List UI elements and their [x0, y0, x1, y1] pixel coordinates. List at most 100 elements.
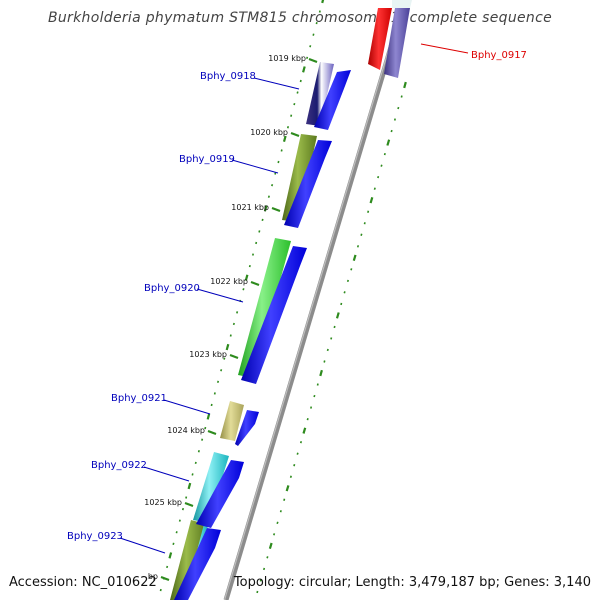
- gene-feature-bphy-0917[interactable]: [368, 0, 412, 78]
- minor-tick: [271, 183, 274, 187]
- minor-tick: [213, 392, 216, 395]
- tick-mark: [308, 57, 318, 64]
- minor-tick: [299, 79, 302, 83]
- minor-tick: [259, 579, 262, 582]
- minor-tick: [333, 325, 336, 329]
- gene-feature-bphy-0920[interactable]: [238, 238, 291, 378]
- minor-tick: [201, 438, 204, 441]
- topology-summary: Topology: circular; Length: 3,479,187 bp…: [233, 575, 591, 590]
- minor-tick: [356, 245, 360, 248]
- tick-label: 1020 kbp: [250, 128, 288, 137]
- cds-arrow-bphy-0920[interactable]: [241, 246, 307, 384]
- minor-tick: [256, 590, 259, 594]
- tick-label: 1022 kbp: [210, 277, 248, 286]
- gene-feature-bphy-0919[interactable]: [282, 134, 317, 222]
- gene-feature-bphy-0922[interactable]: [193, 452, 229, 523]
- minor-tick: [232, 322, 235, 326]
- minor-tick: [363, 222, 366, 225]
- cds-arrow-bphy-0919[interactable]: [284, 140, 332, 228]
- minor-tick: [309, 45, 312, 48]
- major-tick: [268, 542, 273, 550]
- gene-feature-bphy-0921[interactable]: [220, 401, 244, 441]
- tick-label: 1021 kbp: [231, 203, 269, 212]
- minor-tick: [290, 114, 293, 117]
- minor-tick: [306, 417, 309, 421]
- minor-tick: [216, 380, 220, 384]
- minor-tick: [248, 264, 251, 268]
- gene-label[interactable]: Bphy_0917: [471, 50, 527, 61]
- accession-label: Accession: NC_010622: [9, 575, 157, 590]
- minor-tick: [181, 507, 185, 511]
- minor-tick: [266, 556, 269, 559]
- major-tick: [263, 205, 268, 212]
- minor-tick: [280, 149, 283, 152]
- inner-tick-track: [159, 0, 325, 592]
- cds-arrow-bphy-0921[interactable]: [235, 410, 259, 446]
- gene-leader-line: [253, 77, 300, 90]
- backbone-line: [223, 0, 408, 600]
- major-tick: [403, 81, 407, 89]
- minor-tick: [236, 311, 239, 314]
- minor-tick: [390, 129, 393, 133]
- tick-label: 1023 kbp: [189, 350, 227, 359]
- minor-tick: [346, 279, 349, 283]
- major-tick: [282, 135, 287, 142]
- minor-tick: [204, 426, 207, 430]
- minor-tick: [223, 357, 226, 360]
- major-tick: [319, 369, 323, 377]
- gene-label[interactable]: Bphy_0919: [179, 154, 235, 165]
- minor-tick: [293, 102, 296, 106]
- minor-tick: [175, 531, 178, 534]
- minor-tick: [299, 440, 303, 444]
- minor-tick: [383, 152, 386, 156]
- minor-tick: [277, 160, 280, 164]
- gene-leader-line: [163, 399, 211, 415]
- minor-tick: [279, 510, 282, 513]
- backbone-highlight: [223, 0, 405, 600]
- minor-tick: [276, 521, 279, 525]
- gene-leader-line: [420, 43, 469, 54]
- minor-tick: [316, 383, 319, 386]
- minor-tick: [178, 519, 181, 522]
- major-tick: [386, 139, 391, 146]
- gene-label[interactable]: Bphy_0921: [111, 393, 167, 404]
- major-tick: [168, 552, 173, 559]
- minor-tick: [340, 302, 343, 306]
- tick-mark: [229, 353, 239, 360]
- minor-tick: [251, 253, 255, 256]
- minor-tick: [283, 498, 286, 501]
- minor-tick: [267, 195, 270, 198]
- cds-arrow-bphy-0922[interactable]: [196, 460, 244, 528]
- minor-tick: [197, 450, 200, 453]
- gene-label[interactable]: Bphy_0923: [67, 531, 123, 542]
- major-tick: [302, 66, 306, 73]
- minor-tick: [310, 406, 313, 409]
- gene-leader-line: [196, 288, 244, 303]
- major-tick: [352, 254, 357, 262]
- major-tick: [244, 274, 249, 281]
- minor-tick: [289, 475, 292, 478]
- minor-tick: [326, 348, 329, 352]
- tick-label: bp: [148, 572, 158, 581]
- major-tick: [187, 482, 192, 490]
- minor-tick: [263, 567, 266, 571]
- minor-tick: [273, 533, 276, 536]
- tick-label: 1019 kbp: [268, 54, 306, 63]
- major-tick: [225, 343, 230, 351]
- minor-tick: [191, 473, 194, 476]
- cds-arrow-bphy-0918[interactable]: [314, 70, 351, 130]
- cds-arrow-bphy-0923[interactable]: [174, 528, 221, 600]
- minor-tick: [194, 461, 197, 465]
- gene-label[interactable]: Bphy_0922: [91, 460, 147, 471]
- minor-tick: [313, 394, 316, 398]
- gene-label[interactable]: Bphy_0918: [200, 71, 256, 82]
- minor-tick: [330, 337, 333, 340]
- minor-tick: [210, 403, 213, 407]
- minor-tick: [255, 241, 258, 245]
- minor-tick: [296, 452, 299, 455]
- gene-label[interactable]: Bphy_0920: [144, 283, 200, 294]
- gene-feature-bphy-0918[interactable]: [306, 62, 334, 126]
- minor-tick: [315, 21, 318, 25]
- minor-tick: [323, 360, 326, 363]
